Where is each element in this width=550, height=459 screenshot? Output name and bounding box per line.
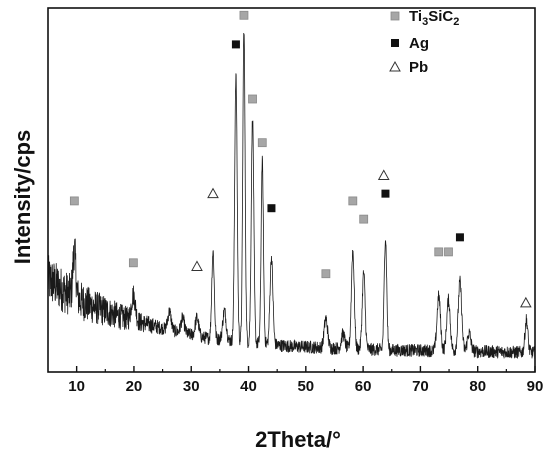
x-tick-label: 70 xyxy=(412,378,429,395)
ti3sic2-peak-marker xyxy=(248,94,257,104)
ti3sic2-peak-marker xyxy=(257,138,267,148)
pb-peak-marker xyxy=(519,296,532,308)
y-axis-title: Intensity/cps xyxy=(10,130,35,264)
legend-marker-pb xyxy=(389,60,401,72)
plot-frame xyxy=(47,7,536,373)
legend-label-ag: Ag xyxy=(409,35,429,52)
x-tick-label: 90 xyxy=(527,378,544,395)
ag-peak-marker xyxy=(231,40,240,49)
xrd-pattern-line xyxy=(47,32,536,360)
axes: 10 20 30 40 50 60 70 80 90 xyxy=(47,7,544,395)
x-axis-title: 2Theta/° xyxy=(255,427,341,452)
ti3sic2-peak-marker xyxy=(239,10,249,20)
ti3sic2-peak-marker xyxy=(434,247,444,257)
x-tick-label: 80 xyxy=(469,378,486,395)
plot-area xyxy=(47,10,536,360)
ag-peak-marker xyxy=(381,189,390,198)
ag-peak-marker xyxy=(455,233,464,242)
ti3sic2-peak-marker xyxy=(359,214,369,224)
legend-marker-ag xyxy=(391,39,399,47)
x-tick-label: 10 xyxy=(68,378,85,395)
legend-label-pb: Pb xyxy=(409,59,428,76)
x-tick-label: 30 xyxy=(183,378,200,395)
legend-label-ti3sic2: Ti3SiC2 xyxy=(409,8,459,28)
ti3sic2-peak-marker xyxy=(128,258,138,268)
legend: Ti3SiC2 Ag Pb xyxy=(389,8,459,76)
x-tick-label: 60 xyxy=(355,378,372,395)
legend-marker-ti3sic2 xyxy=(390,11,400,21)
x-tick-label: 20 xyxy=(126,378,143,395)
x-tick-label: 40 xyxy=(240,378,257,395)
ti3sic2-peak-marker xyxy=(348,196,358,206)
ag-peak-marker xyxy=(267,204,276,213)
ti3sic2-peak-marker xyxy=(321,269,331,279)
pb-peak-marker xyxy=(191,260,203,271)
pb-peak-marker xyxy=(377,169,390,180)
pb-peak-marker xyxy=(207,187,219,199)
x-tick-label: 50 xyxy=(297,378,314,395)
ti3sic2-peak-marker xyxy=(444,247,453,257)
ti3sic2-peak-marker xyxy=(69,196,79,206)
